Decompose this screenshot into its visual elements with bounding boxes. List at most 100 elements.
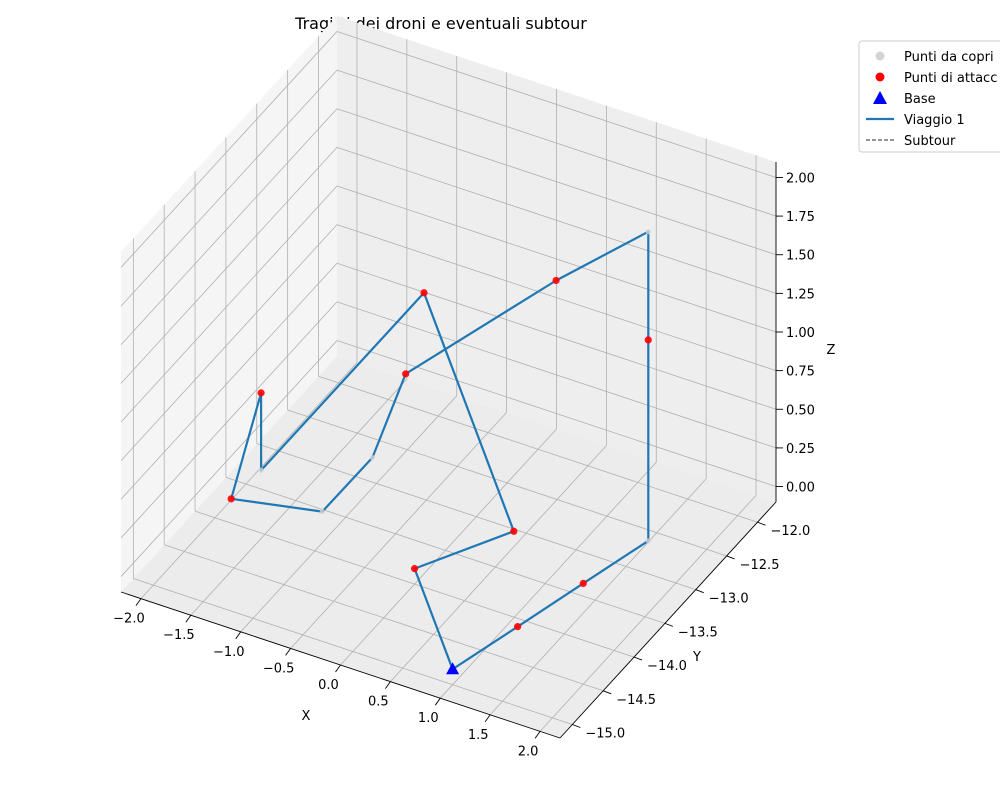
y-axis-label: Y bbox=[692, 650, 701, 665]
y-tick-label: −12.0 bbox=[770, 524, 810, 539]
attachment-point-marker bbox=[420, 289, 428, 297]
z-tick-label: 1.00 bbox=[786, 326, 815, 341]
z-tick-label: 1.25 bbox=[786, 287, 815, 302]
x-grid-line-floor bbox=[539, 495, 757, 732]
z-grid-line-left bbox=[120, 263, 338, 500]
z-grid-line-back bbox=[336, 146, 777, 294]
y-tick-mark bbox=[633, 656, 643, 661]
y-tick-label: −13.0 bbox=[709, 592, 749, 607]
z-grid-line-left bbox=[120, 340, 338, 577]
y-grid-line-floor bbox=[164, 544, 604, 692]
x-grid-line-floor bbox=[390, 445, 607, 682]
z-tick-label: 1.75 bbox=[786, 210, 815, 225]
series-layer bbox=[227, 229, 652, 675]
z-grid-line-left bbox=[120, 185, 338, 423]
y-tick-label: −12.5 bbox=[740, 558, 780, 573]
z-grid-line-back bbox=[336, 262, 777, 410]
y-tick-label: −14.0 bbox=[647, 659, 687, 674]
x-grid-line-floor bbox=[439, 461, 657, 699]
y-grid-line-floor bbox=[287, 409, 727, 557]
coverage-point-marker bbox=[369, 455, 375, 461]
y-tick-label: −14.5 bbox=[616, 693, 656, 708]
x-grid-line-floor bbox=[140, 362, 358, 599]
x-tick-mark bbox=[484, 714, 491, 723]
z-grid-line-back bbox=[336, 224, 777, 372]
x-tick-mark bbox=[185, 614, 192, 623]
x-tick-mark bbox=[235, 631, 242, 640]
z-tick-label: 0.25 bbox=[786, 442, 815, 457]
coverage-point-marker bbox=[258, 467, 264, 473]
x-tick-mark bbox=[534, 731, 541, 739]
attachment-point-marker bbox=[552, 276, 560, 285]
y-grid-line-floor bbox=[225, 476, 666, 624]
z-grid-line-left bbox=[120, 69, 338, 307]
x-tick-label: −1.5 bbox=[163, 628, 195, 643]
z-tick-label: 0.00 bbox=[786, 481, 815, 496]
y-grid-line-floor bbox=[256, 443, 696, 591]
x-tick-label: −1.0 bbox=[213, 645, 245, 660]
y-tick-label: −13.5 bbox=[678, 625, 718, 640]
axis-lines bbox=[120, 162, 783, 739]
z-grid-line-left bbox=[120, 31, 338, 268]
z-tick-label: 0.50 bbox=[786, 403, 815, 418]
z-grid-line-back bbox=[336, 185, 777, 333]
x-tick-label: 2.0 bbox=[518, 744, 539, 759]
legend-label: Punti da copri bbox=[904, 50, 994, 65]
z-grid-line-back bbox=[336, 301, 777, 449]
legend-label: Subtour bbox=[904, 134, 956, 149]
z-grid-line-left bbox=[120, 108, 338, 345]
z-grid-line-left bbox=[120, 147, 338, 384]
y-tick-label: −15.0 bbox=[585, 727, 625, 742]
y-tick-mark bbox=[757, 521, 766, 526]
attachment-point-marker bbox=[257, 389, 265, 397]
x-tick-label: 0.5 bbox=[368, 695, 389, 710]
y-grid-line-floor bbox=[133, 578, 573, 725]
attachment-point-marker bbox=[402, 370, 410, 378]
x-tick-label: 1.5 bbox=[468, 728, 489, 743]
legend: Punti da copri Punti di attacc Base Viaggio… bbox=[858, 40, 1000, 153]
x-grid-line-floor bbox=[240, 395, 458, 633]
x-tick-label: 0.0 bbox=[318, 678, 339, 693]
x-tick-mark bbox=[335, 664, 341, 673]
y-tick-mark bbox=[726, 555, 735, 560]
coverage-point-marker bbox=[319, 508, 325, 515]
attachment-point-marker bbox=[227, 495, 235, 503]
x-tick-mark bbox=[135, 598, 142, 606]
z-grid-line-back bbox=[336, 31, 777, 178]
x-tick-label: −0.5 bbox=[263, 661, 295, 676]
x-grid-line-floor bbox=[489, 478, 707, 716]
y-axis-line bbox=[559, 501, 777, 739]
y-tick-mark bbox=[695, 589, 704, 594]
x-axis-label: X bbox=[302, 709, 311, 724]
z-grid-line-back bbox=[336, 108, 777, 256]
base-marker bbox=[446, 662, 460, 675]
z-grid-line-left bbox=[120, 224, 338, 461]
z-grid-line-back bbox=[336, 69, 777, 217]
legend-frame bbox=[858, 40, 1000, 153]
z-tick-label: 1.50 bbox=[786, 249, 815, 264]
coverage-point-marker bbox=[645, 538, 651, 544]
y-tick-mark bbox=[572, 724, 581, 728]
grid-lines bbox=[120, 22, 777, 732]
y-tick-mark bbox=[664, 622, 674, 627]
x-tick-label: −2.0 bbox=[113, 612, 145, 627]
x-grid-line-floor bbox=[340, 428, 557, 666]
coverage-point-marker bbox=[645, 229, 651, 235]
legend-label: Viaggio 1 bbox=[904, 113, 965, 128]
x-tick-mark bbox=[385, 681, 391, 689]
tick-labels: −2.0 −1.5 −1.0 −0.5 0.0 0.5 1.0 1.5 2.0 −15.0 −14.… bbox=[113, 171, 815, 759]
y-tick-mark bbox=[603, 690, 612, 695]
x-tick-mark bbox=[285, 648, 291, 656]
z-axis-label: Z bbox=[827, 343, 836, 358]
attachment-point-marker bbox=[644, 336, 652, 344]
attachment-point-marker bbox=[514, 623, 522, 631]
x-grid-line-floor bbox=[190, 378, 408, 616]
z-grid-line-back bbox=[336, 340, 777, 487]
legend-marker-triangle bbox=[873, 91, 887, 104]
y-grid-line-floor bbox=[194, 510, 635, 658]
attachment-point-marker bbox=[579, 579, 587, 587]
x-tick-mark bbox=[434, 697, 441, 706]
x-tick-label: 1.0 bbox=[418, 711, 439, 726]
legend-label: Punti di attacc bbox=[904, 71, 997, 86]
